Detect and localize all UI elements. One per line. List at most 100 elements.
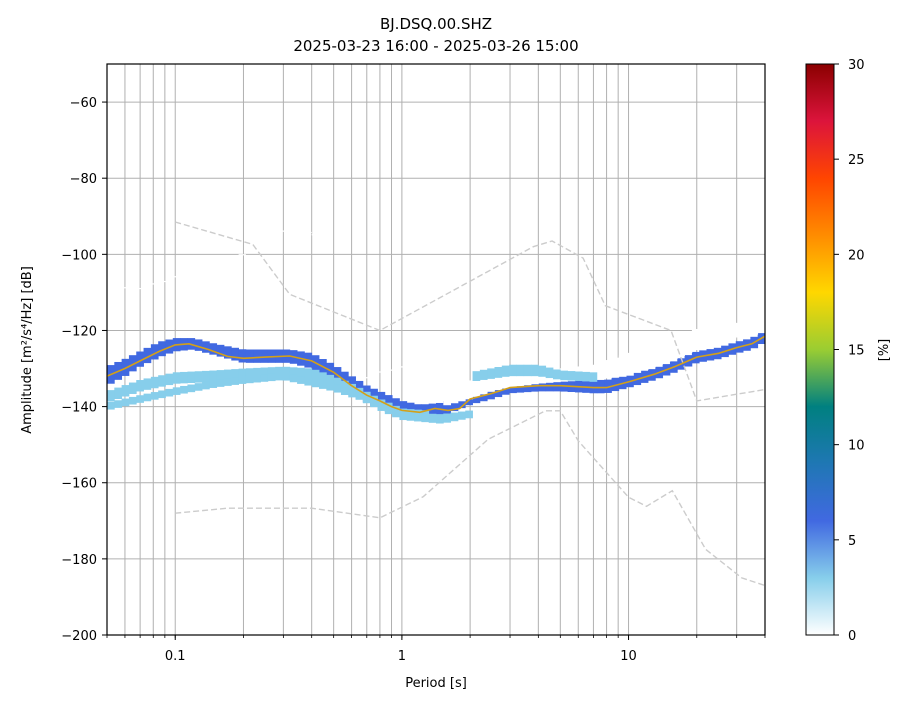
density-cell xyxy=(194,268,203,271)
density-cell xyxy=(136,287,144,290)
density-cell xyxy=(465,380,473,400)
density-cell xyxy=(297,367,305,379)
density-cell xyxy=(414,369,422,371)
chart-title: BJ.DSQ.00.SHZ xyxy=(380,15,492,33)
density-cell xyxy=(501,365,510,377)
x-axis-label: Period [s] xyxy=(405,676,467,691)
mean-curve-layer xyxy=(107,335,765,414)
density-cell xyxy=(223,369,232,382)
density-cell xyxy=(523,364,532,377)
density-cell xyxy=(677,333,685,356)
density-cell xyxy=(121,385,130,397)
y-tick-label: −60 xyxy=(70,96,97,111)
density-cell xyxy=(611,357,620,378)
density-cell xyxy=(319,236,327,238)
density-cell xyxy=(370,396,378,405)
density-cell xyxy=(223,378,232,386)
density-cell xyxy=(457,396,466,409)
density-cell xyxy=(662,338,671,362)
density-cell xyxy=(209,263,217,266)
density-cell xyxy=(531,364,539,377)
plot-frame xyxy=(106,63,766,636)
density-cell xyxy=(589,379,598,394)
density-cell xyxy=(319,381,327,389)
density-cell xyxy=(596,362,605,380)
density-cell xyxy=(275,366,283,377)
density-cell xyxy=(414,413,422,422)
density-cell xyxy=(172,372,181,384)
density-cell xyxy=(238,349,247,363)
density-cell xyxy=(443,413,452,423)
density-cell xyxy=(487,368,495,379)
density-cell xyxy=(202,341,210,353)
density-cell xyxy=(172,387,181,395)
density-cell xyxy=(253,245,261,247)
density-cell xyxy=(523,378,532,393)
chart-subtitle: 2025-03-23 16:00 - 2025-03-26 15:00 xyxy=(293,37,578,55)
density-cell xyxy=(128,355,137,372)
colorbar-tick-label: 10 xyxy=(848,439,865,454)
density-cell xyxy=(479,375,488,395)
density-cell xyxy=(589,372,598,382)
density-cell xyxy=(245,250,254,252)
density-cell xyxy=(187,271,195,273)
density-cell xyxy=(567,371,576,381)
density-cell xyxy=(406,412,415,421)
density-cell xyxy=(260,241,268,243)
density-cell xyxy=(143,378,152,390)
density-cell xyxy=(245,349,254,363)
density-cell xyxy=(582,379,590,393)
density-cell xyxy=(428,373,436,375)
density-cell xyxy=(282,366,291,377)
density-cell xyxy=(348,383,356,396)
density-cell xyxy=(392,367,400,369)
density-cell xyxy=(574,379,583,393)
density-cell xyxy=(128,382,137,394)
density-cell xyxy=(319,372,327,384)
mean-curve xyxy=(107,335,765,414)
density-cell xyxy=(443,401,452,415)
density-cell xyxy=(713,325,722,344)
density-cell xyxy=(143,347,152,364)
density-cell xyxy=(289,229,298,231)
density-cell xyxy=(158,375,166,387)
density-cell xyxy=(626,352,634,376)
density-cell xyxy=(509,364,517,377)
density-cell xyxy=(340,380,349,393)
density-cell xyxy=(487,372,495,392)
density-cell xyxy=(165,278,173,280)
density-cell xyxy=(253,367,261,379)
x-tick-label: 10 xyxy=(620,649,637,664)
density-cell xyxy=(245,375,254,384)
x-tick-label: 1 xyxy=(398,649,406,664)
x-tick-label: 0.1 xyxy=(165,649,186,664)
density-cell xyxy=(399,366,407,368)
density-cell xyxy=(757,322,765,334)
density-cell xyxy=(552,378,561,392)
density-cell xyxy=(516,364,525,377)
density-cell xyxy=(253,374,261,383)
density-cell xyxy=(479,369,488,380)
density-cell xyxy=(158,341,166,357)
density-cell xyxy=(560,378,568,392)
low-noise-model-curve xyxy=(175,410,765,587)
colorbar-tick-label: 25 xyxy=(848,153,865,168)
density-cell xyxy=(633,350,642,373)
density-cell xyxy=(531,370,539,385)
colorbar xyxy=(805,63,835,636)
density-cell xyxy=(216,344,225,357)
density-cell xyxy=(136,351,144,367)
density-cell xyxy=(297,376,305,384)
density-cell xyxy=(304,231,312,234)
density-cell xyxy=(231,369,239,381)
colorbar-tick-label: 20 xyxy=(848,248,865,263)
density-cell xyxy=(311,379,320,388)
density-cell xyxy=(136,380,144,392)
high-noise-model-curve xyxy=(175,221,765,402)
density-cell xyxy=(216,261,224,263)
density-cell xyxy=(648,344,656,368)
density-cell xyxy=(494,383,503,398)
density-cell xyxy=(472,371,481,381)
density-cell xyxy=(436,376,444,379)
density-cell xyxy=(128,396,137,405)
